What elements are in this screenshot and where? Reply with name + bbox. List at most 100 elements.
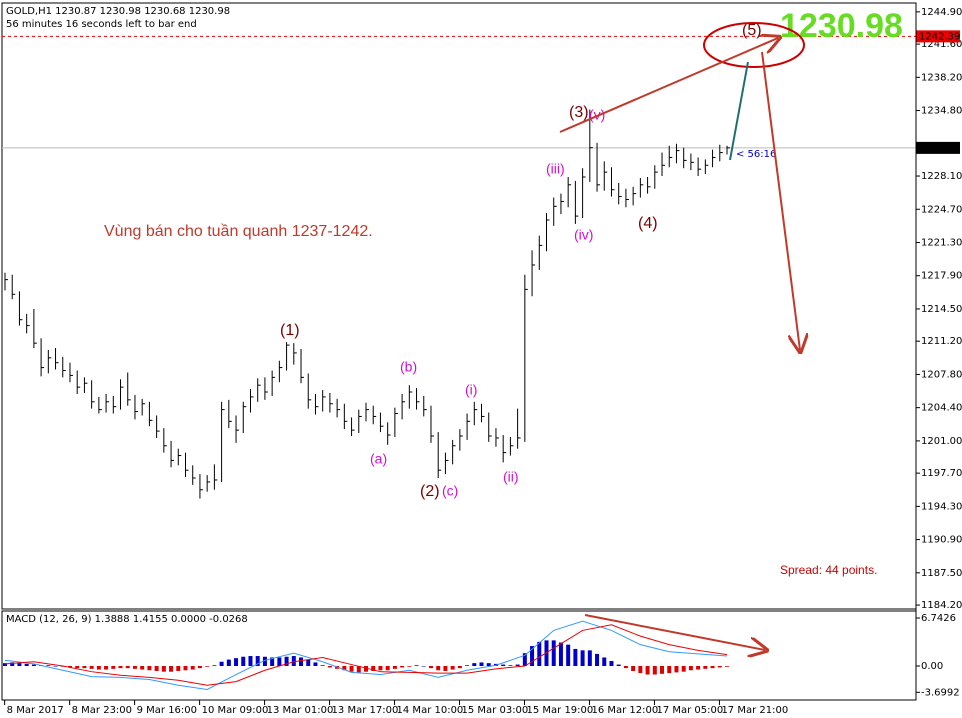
divergence-arrow xyxy=(584,614,765,650)
histogram-bar xyxy=(551,640,556,666)
histogram-bar xyxy=(725,665,729,667)
y-tick-label: 1244.90 xyxy=(921,7,962,18)
histogram-bar xyxy=(291,656,296,666)
histogram-bar xyxy=(234,658,239,666)
y-tick-label: 1228.10 xyxy=(921,171,962,182)
histogram-bar xyxy=(270,657,275,666)
histogram-bar xyxy=(595,653,600,666)
histogram-bar xyxy=(31,664,36,666)
histogram-bar xyxy=(703,665,708,669)
y-tick-label: 1194.30 xyxy=(921,501,962,512)
histogram-bar xyxy=(645,665,650,675)
histogram-bar xyxy=(450,665,455,670)
histogram-bar xyxy=(696,665,701,670)
countdown: < 56:16 xyxy=(736,149,776,160)
x-tick-label: 13 Mar 17:00 xyxy=(332,705,399,716)
big-price: 1230.98 xyxy=(780,7,903,45)
y-tick-label: 1207.80 xyxy=(921,369,962,380)
y-tick-label: 1224.70 xyxy=(921,204,962,215)
down-arrow xyxy=(761,51,800,350)
x-tick-label: 17 Mar 05:00 xyxy=(656,705,723,716)
histogram-bar xyxy=(660,665,665,674)
histogram-bar xyxy=(349,665,354,672)
y-tick-label: 1197.70 xyxy=(921,468,962,479)
histogram-bar xyxy=(118,665,123,669)
histogram-bar xyxy=(400,665,405,668)
projection-line xyxy=(729,61,749,161)
x-tick-label: 15 Mar 19:00 xyxy=(527,705,594,716)
y-tick-label: 1187.50 xyxy=(921,568,962,579)
histogram-bar xyxy=(414,665,419,666)
wave-label: (3) xyxy=(569,104,589,121)
histogram-bar xyxy=(623,665,628,669)
y-tick-label: 1204.40 xyxy=(921,403,962,414)
wave-label: (v) xyxy=(589,107,605,123)
histogram-bar xyxy=(457,665,462,669)
histogram-bar xyxy=(248,656,253,666)
histogram-bar xyxy=(443,665,448,671)
histogram-bar xyxy=(255,656,260,666)
macd-line xyxy=(4,620,728,690)
histogram-bar xyxy=(522,653,527,666)
histogram-bar xyxy=(284,656,289,666)
x-tick-label: 8 Mar 2017 xyxy=(7,705,64,716)
x-tick-label: 14 Mar 10:00 xyxy=(397,705,464,716)
histogram-bar xyxy=(378,665,383,671)
histogram-bar xyxy=(479,662,484,666)
histogram-bar xyxy=(421,665,426,667)
histogram-bar xyxy=(515,664,520,666)
histogram-bar xyxy=(580,650,585,666)
histogram-bar xyxy=(631,665,636,671)
histogram-bar xyxy=(371,665,376,671)
histogram-bar xyxy=(356,665,361,673)
histogram-bar xyxy=(111,665,116,669)
bar-timer: 56 minutes 16 seconds left to bar end xyxy=(6,19,197,30)
y-tick-label: 1217.90 xyxy=(921,271,962,282)
histogram-bar xyxy=(710,665,715,669)
histogram-bar xyxy=(96,665,101,670)
histogram-bar xyxy=(262,656,267,666)
x-tick-label: 15 Mar 03:00 xyxy=(462,705,529,716)
y-tick-label: 1221.30 xyxy=(921,237,962,248)
histogram-bar xyxy=(530,646,535,666)
histogram-bar xyxy=(327,665,332,668)
wave-label: (iv) xyxy=(574,227,593,243)
histogram-bar xyxy=(385,665,390,671)
histogram-bar xyxy=(67,665,72,668)
y-tick-label: 1214.50 xyxy=(921,304,962,315)
y-tick-label: 1234.80 xyxy=(921,106,962,117)
histogram-bar xyxy=(638,665,643,674)
histogram-bar xyxy=(681,665,686,672)
histogram-bar xyxy=(472,663,477,666)
histogram-bar xyxy=(566,644,571,666)
y-tick-label: 1190.90 xyxy=(921,535,962,546)
y-tick-label: 6.7426 xyxy=(921,613,956,624)
histogram-bar xyxy=(537,641,542,666)
y-tick-label: 1201.00 xyxy=(921,436,962,447)
histogram-bar xyxy=(573,648,578,666)
histogram-bar xyxy=(313,662,318,666)
wave-label: (ii) xyxy=(503,469,519,485)
histogram-bar xyxy=(486,663,491,666)
histogram-bar xyxy=(508,665,513,666)
histogram-bar xyxy=(53,665,58,667)
histogram-bar xyxy=(176,665,181,671)
histogram-bar xyxy=(169,665,174,672)
histogram-bar xyxy=(299,657,304,666)
histogram-bar xyxy=(667,665,672,674)
last-price-label: 1230.98 xyxy=(919,143,960,154)
histogram-bar xyxy=(226,659,231,666)
symbol-line: GOLD,H1 1230.87 1230.98 1230.68 1230.98 xyxy=(6,6,230,17)
macd-title: MACD (12, 26, 9) 1.3888 1.4155 0.0000 -0… xyxy=(6,614,248,625)
histogram-bar xyxy=(342,665,347,671)
histogram-bar xyxy=(161,665,166,672)
wave-label: (1) xyxy=(280,322,300,339)
histogram-bar xyxy=(183,665,188,671)
histogram-bar xyxy=(558,642,563,666)
wave-label: (5) xyxy=(742,22,762,39)
plot-layer xyxy=(2,35,916,690)
wave-label: (i) xyxy=(465,382,477,398)
histogram-bar xyxy=(89,665,94,669)
x-tick-label: 10 Mar 09:00 xyxy=(202,705,269,716)
